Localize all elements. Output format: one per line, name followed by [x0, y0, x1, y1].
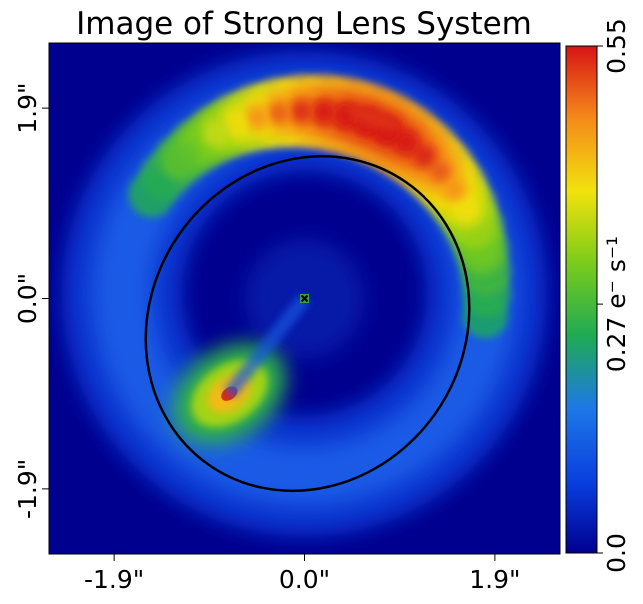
lens-center-x-icon [300, 294, 309, 303]
y-tick-label: 1.9" [13, 82, 42, 133]
arc-blob [313, 102, 334, 122]
x-tick-label: -1.9" [84, 565, 144, 594]
colorbar-tick-label: 0.0 [602, 533, 631, 573]
colorbar-ticks: 0.55 0.27 e⁻ s⁻¹ 0.0 [597, 18, 631, 573]
arc-blob [128, 171, 175, 218]
counter-image [172, 294, 310, 445]
arc-peak [347, 105, 402, 131]
critical-curve [144, 155, 471, 493]
arc-blob [396, 132, 417, 153]
counter-bridge [223, 294, 310, 399]
arc-blob [269, 103, 289, 123]
x-axis: -1.9" 0.0" 1.9" [84, 554, 521, 594]
heatmap-image [49, 43, 560, 554]
arc-blob [414, 146, 434, 166]
y-tick-label: -1.9" [13, 459, 42, 519]
lens-center-marker [300, 294, 309, 303]
arc-blob [291, 101, 311, 121]
arc-blob [222, 110, 251, 139]
colorbar-tick-label: 0.27 e⁻ s⁻¹ [602, 236, 631, 372]
arc-blob [248, 108, 267, 127]
x-tick-label: 0.0" [279, 565, 330, 594]
x-tick-label: 1.9" [469, 565, 520, 594]
arc-blob [430, 162, 450, 181]
lensed-arc [128, 74, 511, 339]
colorbar [565, 45, 598, 554]
arc-blob [444, 179, 463, 198]
arc-blob [202, 120, 230, 148]
chart-title: Image of Strong Lens System [76, 6, 532, 42]
y-tick-label: 0.0" [13, 273, 42, 324]
y-axis: 1.9" 0.0" -1.9" [13, 82, 49, 519]
colorbar-tick-label: 0.55 [602, 18, 631, 74]
arc-blob [161, 141, 199, 179]
